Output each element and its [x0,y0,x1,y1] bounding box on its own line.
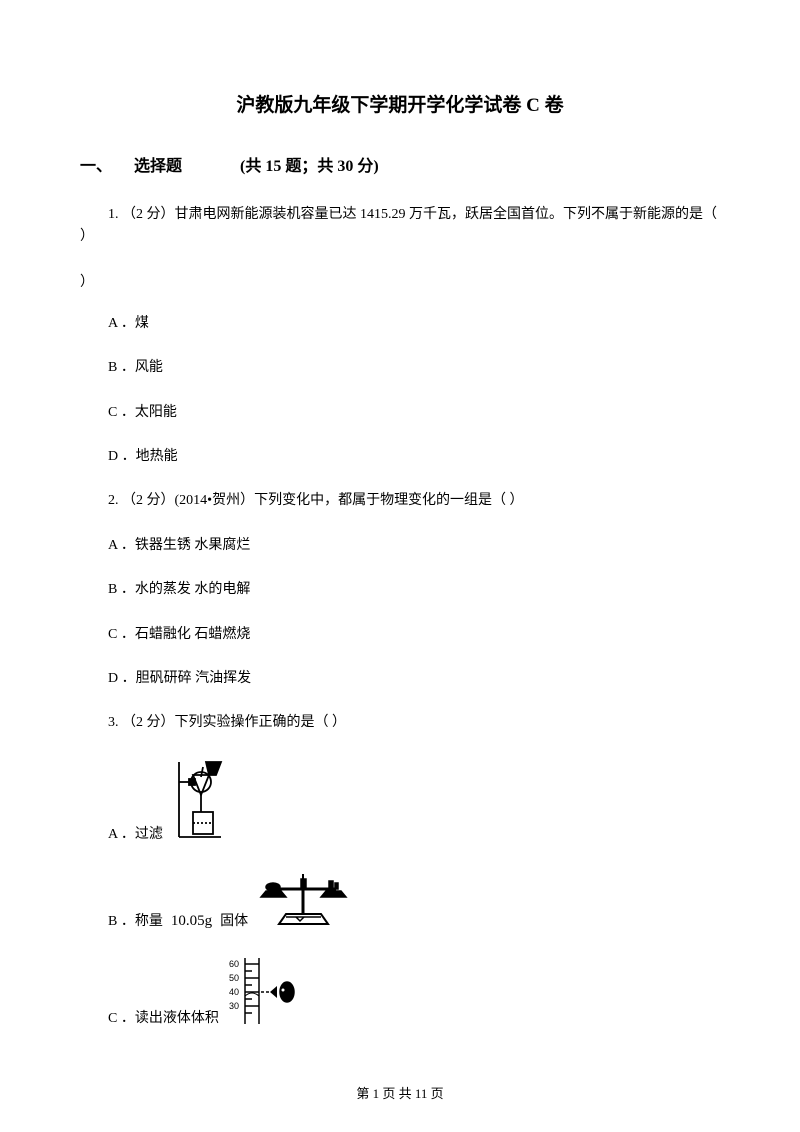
q2-option-d: D ．胆矾研碎 汽油挥发 [108,668,720,690]
q1-stem: 1. （2 分）甘肃电网新能源装机容量已达 1415.29 万千瓦，跃居全国首位… [80,204,720,249]
section-number: 一、 [80,158,112,175]
q3-option-a-label: A ．过滤 [108,823,163,847]
q2-stem: 2. （2 分）(2014•贺州）下列变化中，都属于物理变化的一组是（ ） [80,490,720,512]
filter-apparatus-icon [171,757,241,847]
svg-text:60: 60 [229,959,239,969]
q1-option-c: C ．太阳能 [108,402,720,424]
q1-option-d: D ．地热能 [108,446,720,468]
balance-scale-icon [256,869,351,934]
graduated-cylinder-icon: 60 50 40 30 [227,956,312,1031]
q3-option-c: C ．读出液体体积 60 50 40 [108,956,720,1031]
svg-text:30: 30 [229,1001,239,1011]
section-info: (共 15 题；共 30 分) [240,158,379,175]
exam-title: 沪教版九年级下学期开学化学试卷 C 卷 [80,90,720,117]
q2-option-c: C ．石蜡融化 石蜡燃烧 [108,624,720,646]
q3-option-b-label-pre: B ．称量 [108,910,163,934]
section-header: 一、 选择题 (共 15 题；共 30 分) [80,152,720,176]
section-name: 选择题 [134,158,182,175]
svg-text:50: 50 [229,973,239,983]
q3-option-a: A ．过滤 [108,757,720,847]
q3-option-b-mass: 10.05g [171,913,212,934]
q3-option-b-label-post: 固体 [220,910,248,934]
q2-option-b: B ．水的蒸发 水的电解 [108,579,720,601]
q3-stem: 3. （2 分）下列实验操作正确的是（ ） [80,712,720,734]
q1-option-b: B ．风能 [108,357,720,379]
q3-option-c-label: C ．读出液体体积 [108,1007,219,1031]
q3-option-b: B ．称量 10.05g 固体 [108,869,720,934]
q2-option-a: A ．铁器生锈 水果腐烂 [108,535,720,557]
page-footer: 第 1 页 共 11 页 [0,1083,800,1102]
svg-text:40: 40 [229,987,239,997]
q1-option-a: A ．煤 [108,313,720,335]
